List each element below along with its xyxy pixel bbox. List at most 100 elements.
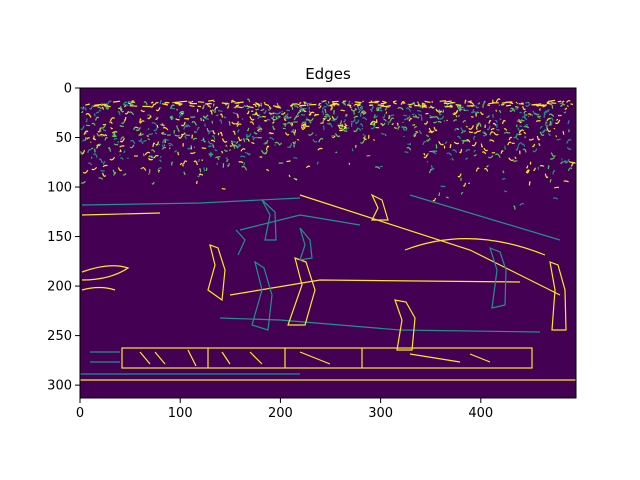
crowd-edge — [179, 113, 182, 118]
crowd-edge — [321, 110, 325, 115]
crowd-edge — [549, 179, 552, 183]
crowd-edge — [521, 102, 524, 105]
crowd-edge — [492, 122, 497, 126]
crowd-edge — [214, 148, 218, 152]
crowd-edge — [333, 115, 339, 120]
crowd-edge — [191, 121, 197, 126]
crowd-edge — [356, 127, 362, 132]
crowd-edge — [518, 119, 523, 124]
crowd-edge — [362, 117, 368, 121]
crowd-edge — [155, 141, 160, 146]
crowd-edge — [532, 110, 538, 115]
crowd-edge — [439, 100, 447, 102]
crowd-edge — [537, 116, 541, 119]
crowd-edge — [291, 129, 294, 133]
crowd-edge — [299, 110, 302, 113]
crowd-edge — [148, 132, 154, 136]
crowd-edge — [546, 127, 552, 133]
crowd-edge — [416, 110, 422, 113]
crowd-edge — [235, 105, 243, 109]
crowd-edge — [360, 105, 364, 110]
crowd-edge — [102, 161, 106, 165]
crowd-edge — [196, 126, 200, 131]
crowd-edge — [563, 180, 569, 183]
crowd-edge — [560, 161, 564, 165]
crowd-edge — [513, 205, 516, 210]
crowd-edge — [154, 101, 159, 106]
crowd-edge — [279, 142, 282, 145]
crowd-edge — [308, 110, 311, 113]
crowd-edge — [263, 109, 267, 114]
crowd-edge — [129, 103, 134, 106]
crowd-edge — [120, 136, 125, 141]
crowd-edge — [322, 100, 327, 103]
crowd-edge — [213, 100, 215, 103]
crowd-edge — [164, 102, 167, 106]
crowd-edge — [260, 108, 265, 111]
crowd-edge — [170, 104, 175, 109]
crowd-edge — [221, 138, 228, 143]
crowd-edge — [269, 131, 274, 135]
crowd-edge — [374, 166, 381, 170]
crowd-edge — [356, 104, 361, 107]
crowd-edge — [269, 137, 275, 141]
crowd-edge — [457, 135, 461, 140]
crowd-edge — [397, 126, 401, 130]
crowd-edge — [487, 155, 494, 159]
crowd-edge — [211, 109, 215, 112]
crowd-edge — [293, 157, 298, 160]
crowd-edge — [264, 119, 271, 123]
crowd-edge — [422, 140, 427, 146]
player-outline — [394, 299, 416, 351]
crowd-edge — [96, 143, 102, 147]
y-tick-label: 300 — [47, 379, 72, 394]
crowd-edge — [207, 140, 213, 145]
crowd-edge — [518, 129, 525, 134]
crowd-edge — [296, 111, 301, 116]
crowd-edge — [433, 152, 437, 155]
crowd-edge — [499, 118, 502, 121]
crowd-edge — [98, 109, 102, 112]
court-line — [81, 197, 301, 206]
crowd-edge — [507, 141, 512, 146]
crowd-edge — [545, 121, 548, 124]
crowd-edge — [432, 197, 437, 202]
crowd-edge — [439, 113, 443, 116]
crowd-edge — [296, 138, 300, 141]
crowd-edge — [523, 131, 526, 135]
crowd-edge — [389, 117, 395, 122]
crowd-edge — [183, 125, 187, 130]
crowd-edge — [521, 143, 526, 147]
crowd-edge — [473, 135, 476, 140]
crowd-edge — [501, 119, 506, 125]
crowd-edge — [532, 167, 536, 172]
crowd-edge — [90, 147, 94, 150]
crowd-edge — [370, 124, 376, 130]
crowd-edge — [373, 115, 379, 119]
crowd-edge — [235, 121, 239, 125]
crowd-edge — [376, 106, 382, 110]
crowd-edge — [371, 106, 375, 111]
crowd-edge — [531, 143, 536, 148]
crowd-edge — [408, 117, 413, 122]
crowd-edge — [462, 182, 467, 187]
crowd-edge — [159, 155, 162, 158]
crowd-edge — [522, 105, 526, 111]
crowd-edge — [455, 104, 462, 106]
crowd-edge — [175, 118, 180, 121]
y-axis: 0 50 100 150 200 250 300 — [47, 82, 80, 394]
crowd-edge — [547, 109, 550, 112]
crowd-edge — [568, 160, 574, 164]
crowd-edge — [288, 174, 291, 178]
crowd-edge — [141, 167, 147, 171]
crowd-edge — [255, 108, 260, 111]
crowd-edge — [513, 160, 518, 163]
crowd-edge — [309, 121, 312, 124]
crowd-edge — [324, 108, 327, 114]
crowd-edge — [567, 120, 570, 125]
crowd-edge — [332, 102, 340, 106]
crowd-edge — [81, 110, 84, 114]
crowd-edge — [263, 120, 268, 122]
crowd-edge — [80, 180, 86, 184]
crowd-edge — [487, 104, 491, 107]
